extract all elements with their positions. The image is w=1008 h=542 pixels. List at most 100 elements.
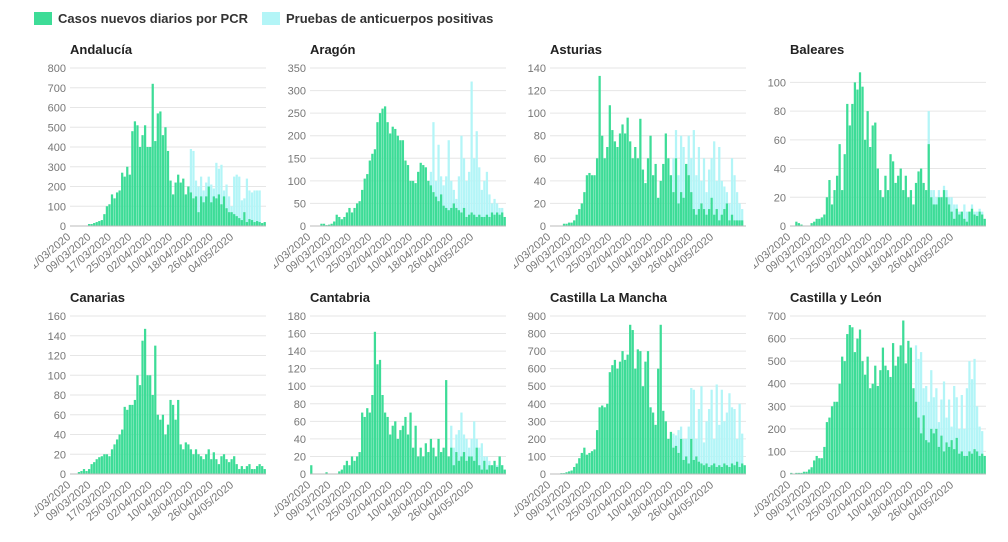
bar-pcr <box>718 465 721 474</box>
chart-title: Canarias <box>70 290 125 305</box>
bar-pcr <box>151 83 154 226</box>
bar-pcr <box>452 465 455 474</box>
bar-pcr <box>639 118 642 226</box>
bar-pcr <box>450 207 453 226</box>
bar-pcr <box>174 419 177 474</box>
bar-pcr <box>585 454 589 474</box>
bar-pcr <box>406 434 410 474</box>
bar-pcr <box>636 158 639 226</box>
bar-pcr <box>953 449 956 474</box>
bar-pcr <box>215 198 218 226</box>
bar-pcr <box>583 447 586 474</box>
bar-pcr <box>184 442 187 474</box>
bar-pcr <box>227 462 231 474</box>
bar-pcr <box>828 417 831 474</box>
bar-pcr <box>93 223 96 226</box>
bar-pcr <box>590 175 594 226</box>
bar-pcr <box>171 194 175 226</box>
bar-pcr <box>598 75 601 227</box>
bar-pcr <box>128 174 131 226</box>
bar-pcr <box>205 454 208 474</box>
y-tick-label: 120 <box>528 86 546 98</box>
bar-pcr <box>664 421 667 474</box>
bar-pcr <box>261 223 264 226</box>
bar-pcr <box>225 208 228 226</box>
bar-antibody <box>713 141 716 226</box>
bar-pcr <box>235 464 238 475</box>
bar-antibody <box>227 196 231 227</box>
legend-item-antibody[interactable]: Pruebas de anticuerpos positivas <box>262 11 493 26</box>
chart-title: Castilla La Mancha <box>550 290 668 305</box>
bar-pcr <box>343 465 346 474</box>
bar-pcr <box>394 128 397 226</box>
chart-panel: Asturias 0 20 40 60 80 100 120 140 01/03/2020 09/0… <box>514 42 758 292</box>
bar-pcr <box>725 203 729 226</box>
bar-pcr <box>646 351 650 474</box>
bar-pcr <box>110 449 114 474</box>
chart-panel: Cantabria 0 20 40 60 80 100 120 140 160 180 01/03/2… <box>274 290 518 540</box>
bar-pcr <box>248 219 251 226</box>
bar-pcr <box>973 214 976 226</box>
bar-pcr <box>503 216 506 226</box>
bar-pcr <box>820 217 823 226</box>
bar-pcr <box>473 460 476 474</box>
bar-pcr <box>406 165 410 226</box>
bar-pcr <box>641 386 645 474</box>
bar-antibody <box>473 421 476 474</box>
bar-pcr <box>565 472 568 474</box>
y-tick-label: 500 <box>48 122 66 134</box>
bar-pcr <box>715 209 718 226</box>
bar-pcr <box>389 133 392 226</box>
bar-pcr <box>863 374 867 474</box>
bar-pcr <box>790 472 793 474</box>
bar-pcr <box>414 183 417 226</box>
y-tick-label: 40 <box>54 430 66 442</box>
bar-pcr <box>723 209 726 226</box>
bar-antibody <box>942 381 946 474</box>
chart-title: Baleares <box>790 42 845 57</box>
bar-antibody <box>725 412 729 474</box>
bar-pcr <box>838 383 841 474</box>
bar-pcr <box>800 472 803 474</box>
y-tick-label: 800 <box>48 63 66 75</box>
bar-antibody <box>682 147 685 226</box>
bar-pcr <box>386 122 389 226</box>
bar-antibody <box>981 431 984 474</box>
bar-pcr <box>649 407 652 474</box>
bar-pcr <box>404 416 407 474</box>
bar-pcr <box>495 466 499 474</box>
bar-pcr <box>626 354 629 474</box>
bar-pcr <box>427 452 430 474</box>
chart-panel: Canarias 0 20 40 60 80 100 120 140 160 01/03/2020 0… <box>34 290 278 540</box>
bar-pcr <box>682 459 685 474</box>
bar-pcr <box>501 212 504 226</box>
y-tick-label: 150 <box>288 153 306 165</box>
bar-antibody <box>710 158 713 226</box>
legend-item-pcr[interactable]: Casos nuevos diarios por PCR <box>34 11 248 26</box>
y-tick-label: 0 <box>780 221 786 233</box>
bar-antibody <box>457 430 461 474</box>
bar-antibody <box>723 421 726 474</box>
bar-pcr <box>575 463 578 474</box>
y-tick-label: 300 <box>48 162 66 174</box>
bar-pcr <box>679 192 683 226</box>
y-tick-label: 20 <box>774 192 786 204</box>
bar-pcr <box>728 220 731 226</box>
bar-pcr <box>613 141 617 226</box>
bar-pcr <box>825 422 829 474</box>
bar-antibody <box>720 389 723 474</box>
bar-pcr <box>460 456 463 474</box>
bar-pcr <box>733 220 736 226</box>
bar-pcr <box>401 140 405 226</box>
bar-pcr <box>830 204 834 226</box>
bar-pcr <box>261 466 264 474</box>
bar-pcr <box>823 214 826 226</box>
bar-pcr <box>828 180 831 226</box>
bar-pcr <box>741 463 744 474</box>
bar-pcr <box>143 125 147 226</box>
y-tick-label: 40 <box>294 434 306 446</box>
bar-antibody <box>493 198 496 226</box>
bar-pcr <box>103 454 106 474</box>
bar-pcr <box>669 431 673 474</box>
bar-pcr <box>411 180 415 226</box>
